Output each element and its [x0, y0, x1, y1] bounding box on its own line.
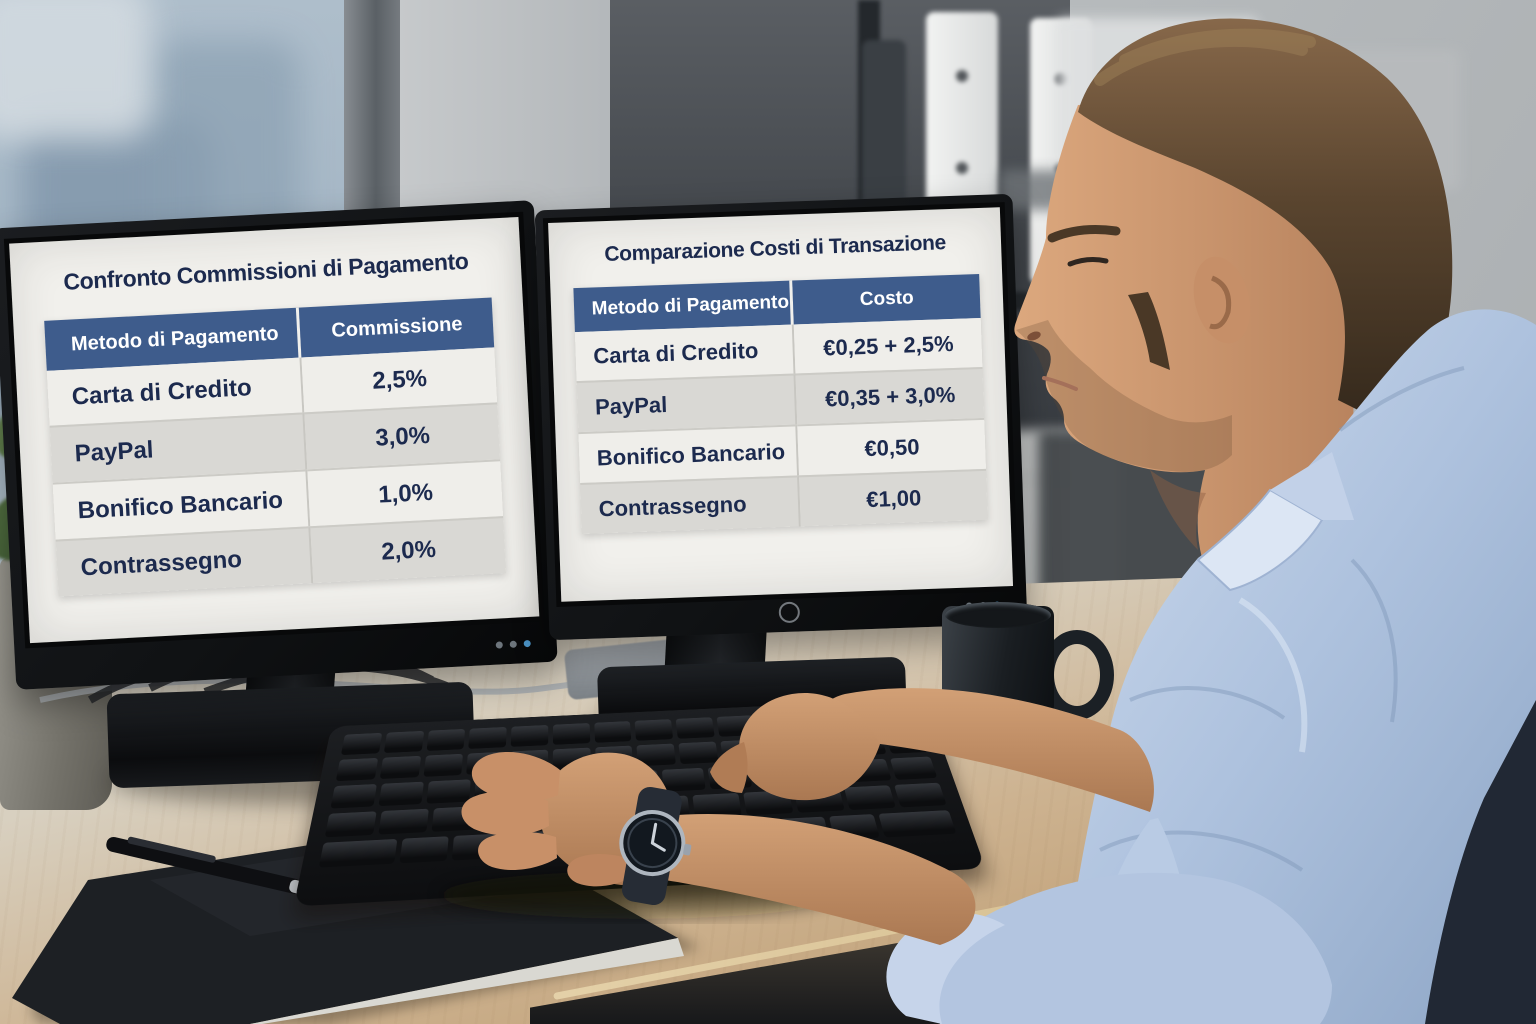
keyboard-key: [757, 713, 798, 735]
keyboard-key: [426, 728, 466, 751]
value-cell: €0,35 + 3,0%: [795, 366, 985, 425]
shelf-board-blur: [1000, 170, 1420, 210]
keyboard-key: [889, 756, 938, 780]
keyboard-key: [837, 709, 880, 731]
keyboard-key: [594, 721, 632, 743]
coffee-mug: [942, 602, 1054, 724]
keyboard-key: [426, 779, 472, 804]
keyboard-key: [793, 787, 845, 813]
left-monitor: Confronto Commissioni di Pagamento Metod…: [0, 200, 558, 690]
keyboard-key: [893, 782, 947, 808]
monitor-brand-logo: [778, 601, 801, 624]
monitor-indicator-lights: [495, 639, 531, 649]
value-cell: 3,0%: [304, 402, 501, 470]
keyboard-area: [293, 688, 986, 907]
keyboard-key: [720, 739, 761, 763]
keyboard-key: [691, 792, 742, 819]
keyboard-key: [589, 798, 638, 824]
value-cell: 1,0%: [307, 459, 504, 527]
keyboard-key: [615, 770, 660, 795]
keyboard-key: [678, 741, 719, 765]
keyboard-key: [383, 730, 424, 754]
keyboard-key: [829, 814, 880, 841]
keyboard-key: [716, 715, 757, 737]
keyboard-key: [640, 795, 690, 821]
right-screen-title: Comparazione Costi di Transazione: [604, 231, 947, 267]
keyboard-key: [340, 732, 383, 756]
cost-table: Metodo di Pagamento Costo Carta di Credi…: [572, 273, 989, 535]
keyboard-key: [324, 811, 377, 838]
keyboard-key: [803, 735, 845, 758]
keyboard-key: [797, 711, 839, 733]
keyboard-key: [844, 758, 892, 783]
keyboard-key: [423, 753, 464, 777]
payment-method-cell: Contrassegno: [55, 526, 314, 597]
keyboard-key: [634, 719, 674, 741]
keyboard-key: [742, 790, 794, 816]
keyboard-key: [552, 723, 590, 745]
keyboard-key: [466, 751, 506, 775]
right-monitor-screen: Comparazione Costi di Transazione Metodo…: [548, 207, 1014, 602]
keyboard-key: [510, 724, 549, 747]
value-cell: 2,5%: [301, 347, 498, 413]
keyboard-key: [379, 755, 421, 780]
keyboard-key: [318, 838, 398, 868]
keyboard-key: [378, 808, 430, 835]
keyboard-key: [594, 745, 634, 769]
keyboard-key: [843, 785, 896, 811]
payment-method-cell: PayPal: [576, 373, 798, 433]
keyboard-key: [569, 772, 612, 797]
value-cell: €1,00: [799, 468, 989, 527]
keyboard-key: [636, 743, 677, 767]
keyboard-key: [468, 726, 507, 749]
column-header-method: Metodo di Pagamento: [572, 280, 795, 333]
keyboard-key: [675, 717, 715, 739]
left-monitor-screen: Confronto Commissioni di Pagamento Metod…: [9, 216, 540, 644]
keyboard-key: [878, 810, 957, 838]
keyboard-key: [431, 805, 482, 832]
keyboard-key: [451, 833, 500, 861]
keyboard-key: [552, 747, 591, 771]
keyboard-key: [779, 816, 830, 843]
keyboard-key: [335, 757, 378, 782]
keyboard: [293, 698, 986, 907]
keyboard-key: [484, 803, 533, 830]
keyboard-key: [885, 731, 929, 754]
left-screen-title: Confronto Commissioni di Pagamento: [62, 247, 470, 295]
keyboard-key: [509, 749, 549, 773]
keyboard-key: [799, 760, 846, 785]
keyboard-key: [707, 765, 753, 790]
payment-method-cell: Bonifico Bancario: [577, 424, 800, 484]
keyboard-key: [537, 800, 586, 827]
keyboard-key: [378, 781, 425, 807]
keyboard-key: [877, 707, 920, 729]
value-cell: €0,25 + 2,5%: [794, 317, 983, 374]
keyboard-key: [330, 783, 378, 809]
shelf-box-blur: [1058, 18, 1258, 168]
keyboard-key: [522, 774, 565, 799]
commission-table: Metodo di Pagamento Commissione Carta di…: [43, 297, 507, 597]
keyboard-key: [399, 836, 449, 864]
column-header-cost: Costo: [792, 273, 982, 325]
blurred-sky: [0, 0, 150, 140]
right-monitor: Comparazione Costi di Transazione Metodo…: [534, 193, 1028, 641]
shelf-box-blur: [1290, 50, 1460, 190]
keyboard-key: [661, 767, 706, 792]
keyboard-key: [753, 763, 800, 787]
payment-method-cell: Carta di Credito: [574, 324, 796, 382]
keyboard-key: [844, 733, 887, 756]
keyboard-key: [761, 737, 803, 760]
keyboard-key: [474, 776, 518, 802]
value-cell: €0,50: [797, 417, 987, 476]
value-cell: 2,0%: [310, 516, 507, 584]
payment-method-cell: Contrassegno: [579, 475, 802, 535]
